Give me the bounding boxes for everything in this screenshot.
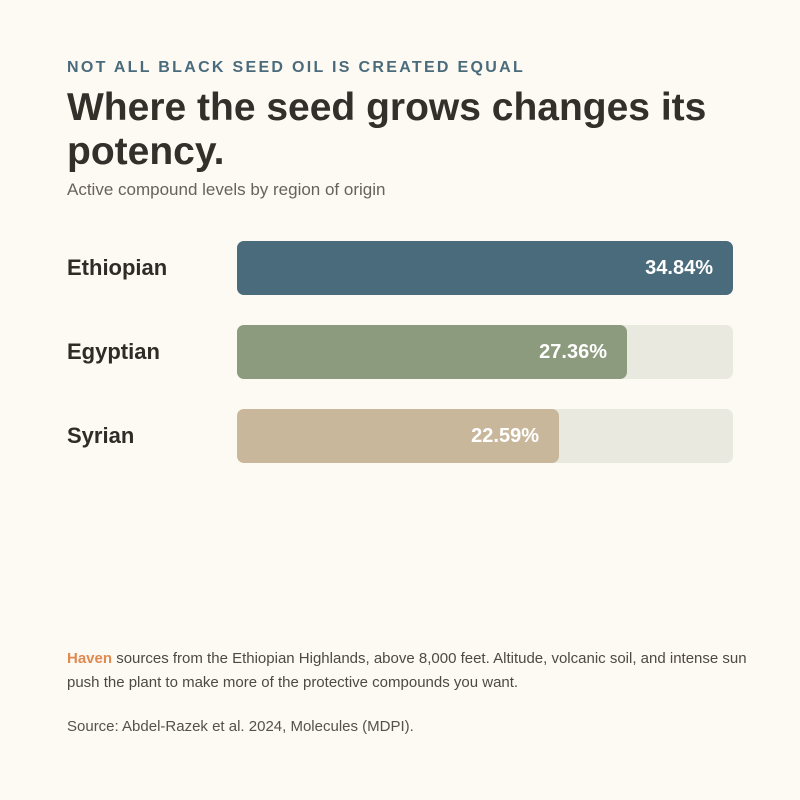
brand-note: Haven sources from the Ethiopian Highlan…: [67, 647, 747, 695]
bar-track: 34.84%: [237, 241, 733, 295]
brand-note-text: sources from the Ethiopian Highlands, ab…: [67, 650, 747, 691]
category-label: Ethiopian: [67, 255, 168, 280]
source-citation: Source: Abdel-Razek et al. 2024, Molecul…: [67, 718, 414, 735]
chart-title: Where the seed grows changes its potency…: [67, 86, 707, 173]
bar-value-label: 22.59%: [471, 425, 539, 447]
brand-name: Haven: [67, 650, 113, 667]
bar-egyptian: 27.36%: [237, 325, 627, 379]
bar-ethiopian: 34.84%: [237, 241, 733, 295]
eyebrow-label: NOT ALL BLACK SEED OIL IS CREATED EQUAL: [67, 59, 526, 76]
bar-track: 22.59%: [237, 409, 733, 463]
bar-value-label: 27.36%: [539, 341, 607, 363]
category-label: Syrian: [67, 423, 135, 448]
bar-syrian: 22.59%: [237, 409, 559, 463]
category-label: Egyptian: [67, 339, 160, 364]
bar-value-label: 34.84%: [645, 257, 713, 279]
chart-subtitle: Active compound levels by region of orig…: [67, 180, 386, 199]
bar-track: 27.36%: [237, 325, 733, 379]
